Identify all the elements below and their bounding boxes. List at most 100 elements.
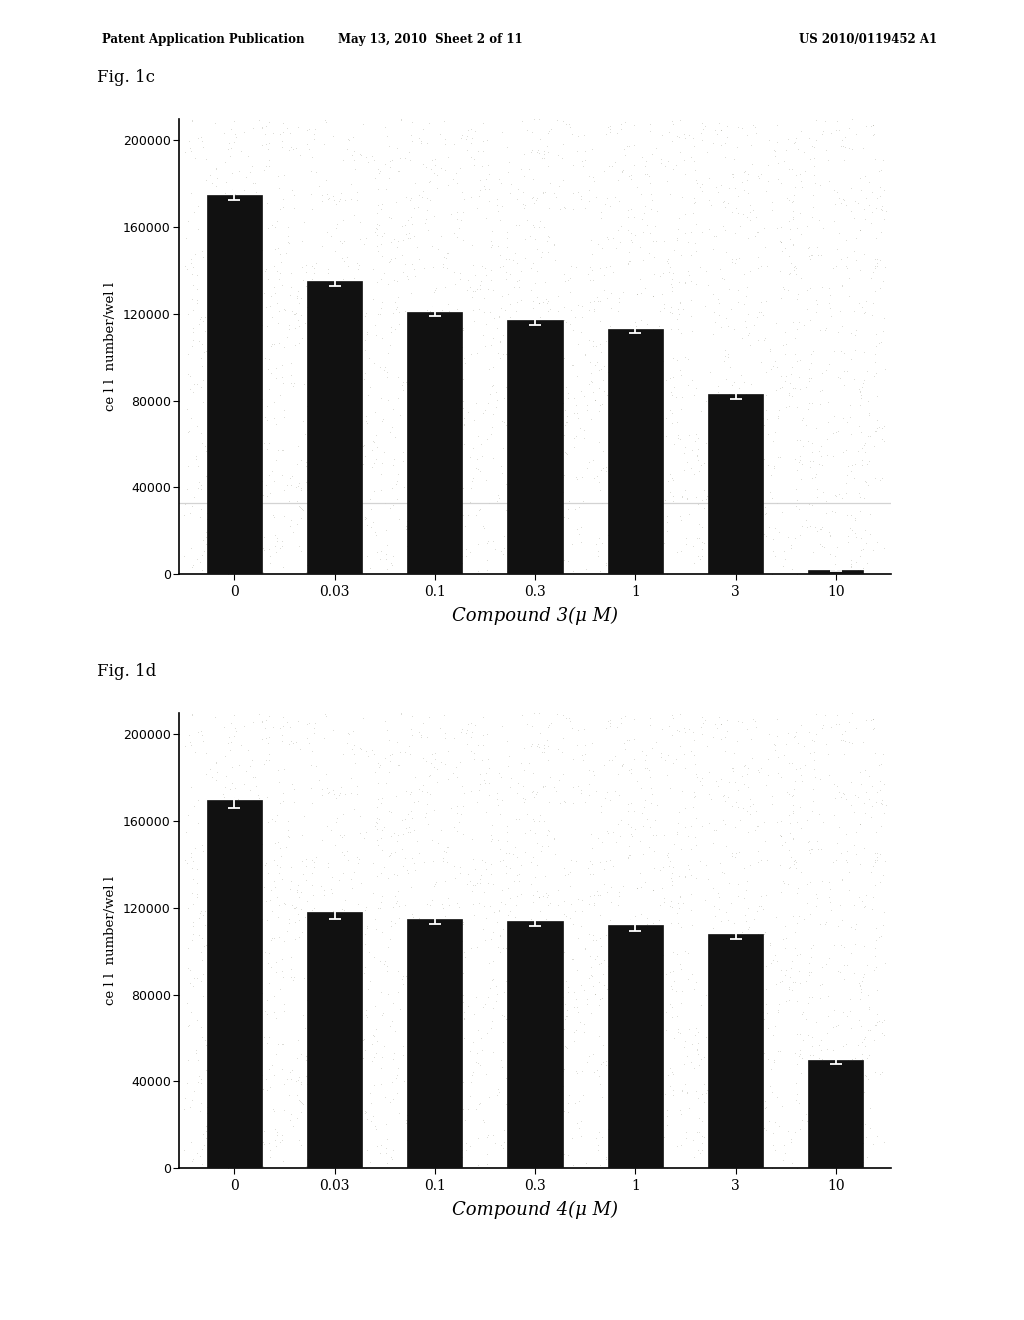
Point: [413, 480, 429, 502]
Point: [434, 300, 451, 321]
Point: [578, 939, 594, 960]
Point: [193, 1072, 209, 1093]
Point: [404, 1082, 421, 1104]
Point: [664, 912, 680, 933]
Point: [377, 710, 393, 731]
Point: [526, 385, 543, 407]
Point: [465, 255, 481, 276]
Point: [455, 478, 471, 499]
Point: [479, 1126, 496, 1147]
Point: [472, 169, 488, 190]
Point: [694, 112, 711, 133]
Point: [420, 970, 436, 991]
Point: [265, 849, 282, 870]
Point: [417, 1101, 433, 1122]
Point: [474, 445, 490, 466]
Point: [692, 400, 709, 421]
Point: [848, 718, 864, 739]
Point: [368, 325, 384, 346]
Point: [254, 1064, 270, 1085]
Point: [756, 330, 772, 351]
Point: [753, 428, 769, 449]
Point: [859, 454, 876, 475]
Point: [824, 257, 841, 279]
Point: [684, 964, 700, 985]
Point: [727, 252, 743, 273]
Point: [200, 1106, 216, 1127]
Point: [718, 368, 734, 389]
Point: [374, 840, 390, 861]
Point: [528, 784, 545, 805]
Point: [688, 972, 705, 993]
Point: [846, 801, 862, 822]
Point: [450, 892, 466, 913]
Point: [193, 422, 209, 444]
Point: [794, 1003, 810, 1024]
Point: [236, 1002, 252, 1023]
Point: [247, 173, 263, 194]
Point: [713, 768, 729, 789]
Point: [626, 135, 642, 156]
Point: [284, 301, 300, 322]
Point: [226, 787, 243, 808]
Point: [695, 1092, 712, 1113]
Point: [243, 463, 259, 484]
Point: [671, 127, 687, 148]
Point: [847, 784, 863, 805]
Point: [202, 758, 218, 779]
Point: [753, 292, 769, 313]
Point: [737, 317, 754, 338]
Point: [814, 974, 830, 995]
Point: [614, 561, 631, 582]
Point: [645, 455, 662, 477]
Point: [358, 507, 375, 528]
Point: [420, 952, 436, 973]
Text: Fig. 1c: Fig. 1c: [97, 69, 156, 86]
Point: [792, 379, 808, 400]
Point: [522, 851, 539, 873]
Point: [597, 925, 613, 946]
Point: [711, 1129, 727, 1150]
Point: [588, 335, 604, 356]
Point: [465, 894, 481, 915]
Point: [178, 227, 195, 248]
Point: [645, 879, 662, 900]
Point: [735, 986, 752, 1007]
Point: [323, 226, 339, 247]
Point: [620, 801, 636, 822]
Point: [745, 793, 762, 814]
Point: [231, 1044, 248, 1065]
Point: [775, 1150, 792, 1171]
Point: [851, 416, 867, 437]
Point: [594, 832, 610, 853]
Point: [343, 781, 359, 803]
Point: [435, 304, 452, 325]
Point: [345, 127, 361, 148]
Point: [205, 263, 221, 284]
Point: [653, 1022, 670, 1043]
Point: [756, 1008, 772, 1030]
Point: [451, 1125, 467, 1146]
Point: [521, 1081, 538, 1102]
Point: [399, 859, 416, 880]
Point: [876, 865, 892, 886]
Point: [662, 993, 678, 1014]
Point: [248, 1002, 264, 1023]
Point: [336, 957, 352, 978]
Point: [686, 384, 702, 405]
Point: [838, 482, 854, 503]
Point: [792, 1092, 808, 1113]
Point: [490, 900, 507, 921]
Point: [398, 519, 415, 540]
Point: [583, 824, 599, 845]
Point: [394, 228, 411, 249]
Point: [866, 742, 883, 763]
Point: [376, 263, 392, 284]
Point: [204, 420, 220, 441]
Point: [195, 730, 211, 751]
Point: [410, 830, 426, 851]
Point: [390, 387, 407, 408]
Point: [564, 354, 581, 375]
Point: [637, 490, 653, 511]
Point: [384, 1148, 400, 1170]
